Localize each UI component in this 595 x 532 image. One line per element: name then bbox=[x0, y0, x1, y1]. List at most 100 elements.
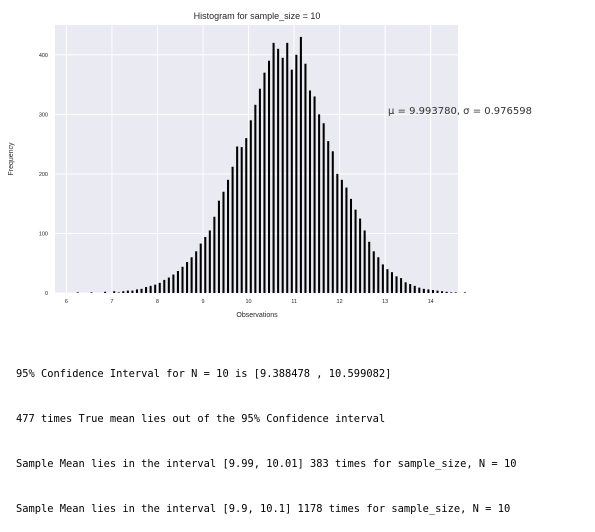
histogram-bar bbox=[454, 292, 457, 293]
ticks-layer: 0 100 200 300 400 6 7 8 9 10 11 12 13 14 bbox=[39, 53, 434, 305]
histogram-bar bbox=[249, 120, 252, 294]
histogram-bar bbox=[322, 123, 325, 294]
histogram-bar bbox=[104, 291, 107, 293]
histogram-bar bbox=[158, 282, 161, 293]
histogram-bar bbox=[400, 278, 403, 293]
histogram-bar bbox=[427, 289, 430, 293]
histogram-bar bbox=[227, 179, 230, 293]
output-line-narrow-interval-count: Sample Mean lies in the interval [9.99, … bbox=[16, 458, 517, 470]
histogram-bar bbox=[236, 146, 239, 293]
histogram-bar bbox=[240, 147, 243, 293]
y-tick-label: 200 bbox=[39, 172, 48, 178]
y-tick-label: 400 bbox=[39, 53, 48, 59]
histogram-bar bbox=[354, 209, 357, 293]
histogram-bar bbox=[413, 285, 416, 293]
histogram-bar bbox=[304, 63, 307, 293]
histogram-bar bbox=[331, 151, 334, 293]
histogram-bar bbox=[336, 173, 339, 293]
histogram-bar bbox=[445, 291, 448, 293]
histogram-bar bbox=[149, 285, 152, 293]
y-tick-label: 100 bbox=[39, 231, 48, 237]
histogram-figure: 0 100 200 300 400 6 7 8 9 10 11 12 13 14 Histogram fo… bbox=[8, 11, 532, 319]
histogram-bar bbox=[381, 264, 384, 293]
histogram-bar bbox=[422, 288, 425, 293]
histogram-bar bbox=[295, 54, 298, 294]
x-tick-label: 8 bbox=[156, 299, 159, 305]
x-tick-label: 13 bbox=[382, 299, 388, 305]
histogram-chart: 0 100 200 300 400 6 7 8 9 10 11 12 13 14 Histogram fo… bbox=[8, 11, 532, 319]
x-tick-label: 11 bbox=[291, 299, 297, 305]
x-tick-label: 10 bbox=[245, 299, 251, 305]
histogram-bar bbox=[204, 237, 207, 293]
histogram-bar bbox=[345, 187, 348, 293]
histogram-bar bbox=[117, 292, 120, 293]
histogram-bar bbox=[277, 48, 280, 294]
histogram-bar bbox=[263, 72, 266, 294]
x-tick-label: 7 bbox=[110, 299, 113, 305]
histogram-bar bbox=[431, 290, 434, 293]
x-tick-label: 9 bbox=[201, 299, 204, 305]
histogram-bar bbox=[340, 179, 343, 293]
x-tick-label: 12 bbox=[337, 299, 343, 305]
histogram-bar bbox=[272, 42, 275, 293]
histogram-bar bbox=[286, 42, 289, 293]
histogram-bar bbox=[363, 230, 366, 293]
histogram-bar bbox=[90, 292, 93, 293]
histogram-bar bbox=[359, 218, 362, 293]
histogram-bar bbox=[313, 96, 316, 293]
histogram-bar bbox=[254, 104, 257, 293]
histogram-bar bbox=[267, 60, 271, 293]
histogram-bar bbox=[190, 257, 193, 293]
x-axis-label: Observations bbox=[236, 312, 278, 319]
bars-layer bbox=[76, 36, 466, 294]
histogram-bar bbox=[395, 276, 398, 293]
histogram-bar bbox=[222, 191, 225, 293]
histogram-bar bbox=[231, 166, 234, 293]
histogram-bar bbox=[450, 292, 453, 293]
histogram-bar bbox=[176, 270, 179, 293]
histogram-bar bbox=[377, 257, 380, 293]
histogram-bar bbox=[126, 290, 129, 293]
histogram-bar bbox=[299, 36, 302, 294]
histogram-bar bbox=[290, 69, 293, 294]
histogram-bar bbox=[441, 291, 444, 293]
histogram-bar bbox=[281, 57, 284, 293]
histogram-bar bbox=[372, 251, 375, 293]
histogram-bar bbox=[181, 266, 184, 293]
histogram-bar bbox=[199, 243, 202, 293]
histogram-bar bbox=[208, 230, 211, 293]
histogram-bar bbox=[404, 282, 407, 293]
histogram-bar bbox=[167, 277, 170, 293]
histogram-bar bbox=[186, 262, 189, 293]
histogram-bar bbox=[217, 200, 220, 293]
histogram-bar bbox=[145, 287, 148, 293]
histogram-bar bbox=[390, 272, 393, 293]
plot-background bbox=[55, 25, 458, 293]
histogram-bar bbox=[327, 141, 330, 293]
histogram-bar bbox=[172, 274, 175, 293]
histogram-bar bbox=[258, 88, 261, 293]
histogram-bar bbox=[386, 269, 389, 293]
histogram-bar bbox=[195, 251, 198, 293]
histogram-bar bbox=[436, 290, 439, 293]
stats-annotation: μ = 9.993780, σ = 0.976598 bbox=[388, 106, 532, 117]
histogram-bar bbox=[213, 216, 216, 293]
histogram-bar bbox=[349, 198, 353, 293]
grid-layer bbox=[55, 25, 458, 294]
histogram-bar bbox=[163, 279, 166, 293]
histogram-bar bbox=[308, 90, 312, 293]
y-tick-label: 0 bbox=[45, 291, 48, 297]
histogram-bar bbox=[318, 114, 321, 293]
y-tick-label: 300 bbox=[39, 112, 48, 118]
histogram-bar bbox=[135, 289, 138, 293]
histogram-bar bbox=[368, 241, 371, 293]
histogram-bar bbox=[76, 292, 79, 293]
histogram-bar bbox=[122, 291, 125, 293]
y-axis-label: Frequency bbox=[8, 142, 15, 176]
output-line-wide-interval-count: Sample Mean lies in the interval [9.9, 1… bbox=[16, 503, 511, 515]
chart-title: Histogram for sample_size = 10 bbox=[194, 11, 321, 21]
output-line-confidence-interval: 95% Confidence Interval for N = 10 is [9… bbox=[16, 368, 392, 380]
output-line-out-of-interval-count: 477 times True mean lies out of the 95% … bbox=[16, 413, 386, 425]
histogram-bar bbox=[131, 290, 134, 293]
histogram-bar bbox=[140, 288, 143, 293]
